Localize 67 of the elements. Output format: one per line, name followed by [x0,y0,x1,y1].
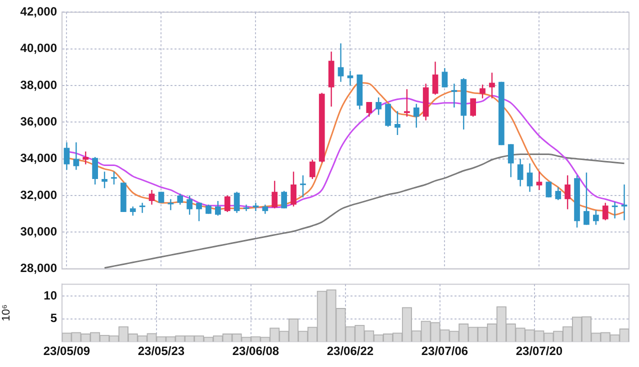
candlestick [536,171,542,191]
candlestick [451,83,458,108]
candlestick [139,202,146,214]
candlestick [592,210,599,226]
candlestick [442,68,448,88]
candlestick [73,142,80,170]
candlestick [224,194,230,213]
candlestick [206,204,212,214]
candlestick [130,206,136,216]
x-tick-label: 23/06/08 [232,344,280,358]
candlestick [177,193,184,206]
candlestick [186,194,193,216]
candlestick [366,101,372,118]
candlestick [480,84,486,99]
candlestick [92,156,98,186]
x-tick-label: 23/05/23 [138,344,185,358]
candlestick [243,204,250,212]
candlestick [234,191,240,214]
candlestick [196,202,202,222]
candlestick [252,202,259,212]
candlestick [281,190,288,209]
candlestick [432,61,438,96]
y-tick-label: 32,000 [20,188,58,202]
candlestick [404,88,410,118]
candlestick [290,171,296,208]
candlestick [168,198,174,211]
candlestick [602,202,608,221]
candlestick [526,162,533,192]
x-tick-label: 23/07/06 [421,344,468,358]
candlestick [508,144,514,178]
candlestick [376,96,382,116]
candlestick [338,42,344,82]
candlestick [621,184,628,221]
x-tick-label: 23/07/20 [516,344,563,358]
candlestick [489,72,495,99]
candlestick [214,200,221,216]
y-tick-label: 10 [44,288,58,302]
candlestick [262,204,268,214]
y-tick-label: 5 [50,311,58,326]
candlestick [272,180,278,209]
y-tick-label: 42,000 [20,4,58,19]
candlestick [394,110,400,136]
candlestick [413,103,420,128]
candlestick [300,174,306,198]
candlestick [111,171,117,186]
candlestick [517,158,524,187]
candlestick [148,189,155,206]
candlestick [64,142,70,170]
candlestick [385,103,391,128]
y-tick-label: 38,000 [20,78,58,92]
candlestick [564,174,571,210]
x-tick-label: 23/05/09 [43,344,90,358]
y-tick-label: 34,000 [20,151,58,166]
y-axis-title: 10⁶ [0,304,13,322]
candlestick [555,186,562,201]
y-tick-label: 30,000 [20,224,58,238]
candlestick [546,181,552,198]
candlestick [612,201,618,219]
y-tick-label: 28,000 [20,261,58,276]
candlestick [82,150,89,165]
x-tick-label: 23/06/22 [326,344,374,358]
candlestick [584,172,590,226]
candlestick [470,98,476,118]
y-tick-label: 40,000 [20,41,58,56]
candlestick [102,171,108,189]
candlestick [309,159,316,180]
y-tick-label: 36,000 [20,114,58,128]
